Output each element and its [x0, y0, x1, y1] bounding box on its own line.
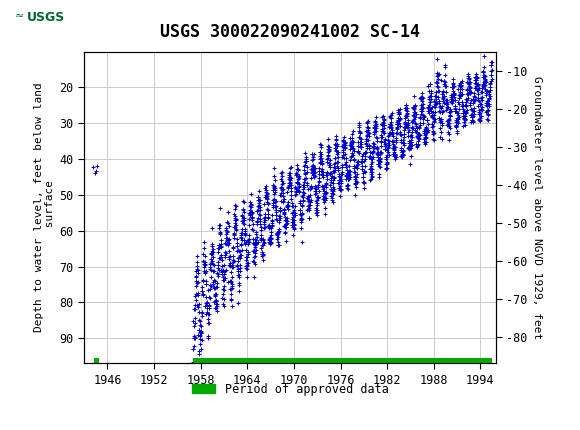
Text: USGS: USGS [27, 11, 66, 24]
Text: USGS 300022090241002 SC-14: USGS 300022090241002 SC-14 [160, 23, 420, 41]
Y-axis label: Depth to water level, feet below land
 surface: Depth to water level, feet below land su… [34, 83, 55, 332]
Bar [6, 3, 87, 32]
Text: ≈: ≈ [14, 11, 24, 21]
Legend: Period of approved data: Period of approved data [187, 378, 393, 400]
Y-axis label: Groundwater level above NGVD 1929, feet: Groundwater level above NGVD 1929, feet [532, 76, 542, 339]
